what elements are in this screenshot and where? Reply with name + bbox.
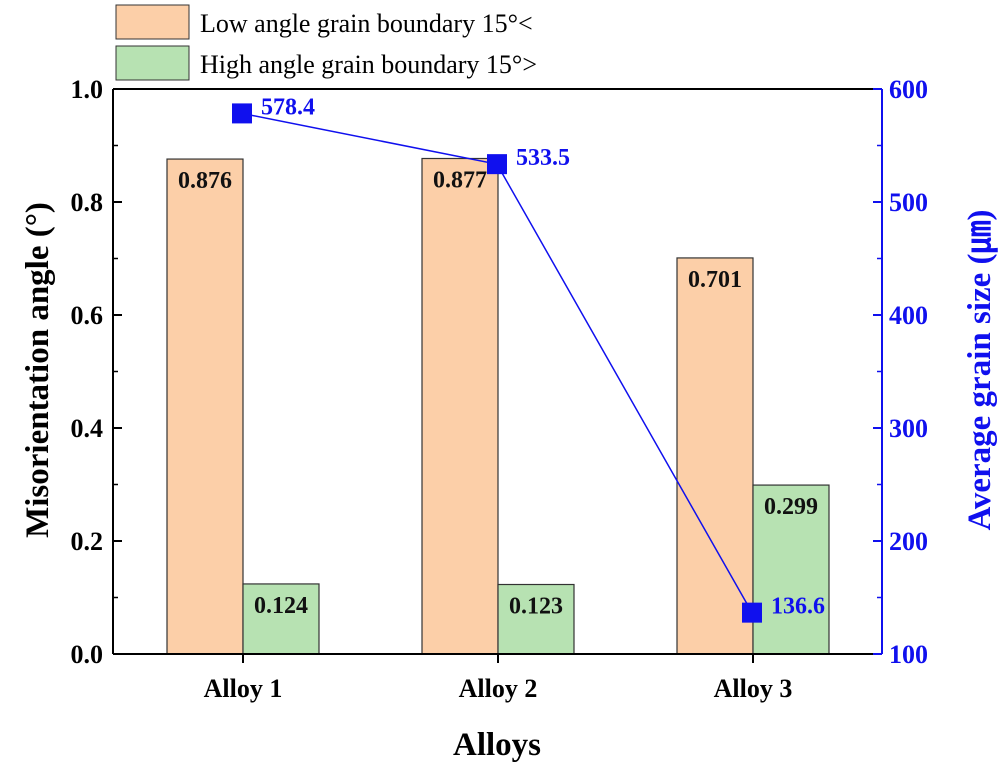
x-tick-label-3: Alloy 3 [714,674,793,703]
bar-label-s1-3: 0.701 [688,267,742,293]
y-tick-label-4: 0.6 [71,301,104,330]
legend-label-2: High angle grain boundary 15°> [200,50,537,79]
y2-tick-label-4: 400 [889,301,928,330]
bar-label-s1-1: 0.876 [178,168,232,194]
y2-tick-label-2: 200 [889,527,928,556]
y2-tick-label-6: 600 [889,75,928,104]
x-tick-label-2: Alloy 2 [459,674,538,703]
y-tick-label-5: 0.8 [71,188,104,217]
legend-swatch-2 [115,45,190,81]
x-axis-title: Alloys [453,727,541,763]
bar-s2-1 [242,583,320,655]
bar-label-s1-2: 0.877 [433,167,487,193]
bar-s1-3 [676,257,754,655]
secondary-line-series: 578.4 533.5 136.6 [232,94,825,623]
y2-axis-title: Average grain size (㎛) [962,209,999,530]
y-axis-title: Misorientation angle (°) [20,202,56,538]
axes: 0.0 0.2 0.4 0.6 0.8 1.0 100 200 300 400 500 600 Allo… [71,75,929,703]
grain-size-marker-3 [742,602,762,623]
grain-size-marker-1 [232,103,252,124]
y2-tick-label-3: 300 [889,414,928,443]
grain-size-label-3: 136.6 [771,594,825,620]
bar-label-s2-2: 0.123 [509,594,563,620]
grain-size-marker-2 [487,154,507,175]
y2-tick-label-5: 500 [889,188,928,217]
y2-tick-label-1: 100 [889,640,928,669]
legend: Low angle grain boundary 15°< High angle … [115,4,537,81]
y-tick-label-6: 1.0 [71,75,104,104]
bar-label-s2-1: 0.124 [254,593,308,619]
bar-s1-1 [166,158,244,655]
bar-s2-2 [497,583,575,655]
legend-swatch-1 [115,4,190,40]
grain-size-label-2: 533.5 [516,145,570,171]
x-tick-label-1: Alloy 1 [204,674,283,703]
grain-size-label-1: 578.4 [261,94,315,120]
bars [166,157,830,655]
bar-s2-3 [752,484,830,655]
bar-s1-2 [421,157,499,655]
bar-labels: 0.876 0.877 0.701 0.124 0.123 0.299 [178,167,818,619]
legend-label-1: Low angle grain boundary 15°< [200,9,533,38]
y-tick-label-2: 0.2 [71,527,104,556]
y-tick-label-3: 0.4 [71,414,104,443]
bar-label-s2-3: 0.299 [764,494,818,520]
y-tick-label-1: 0.0 [71,640,104,669]
